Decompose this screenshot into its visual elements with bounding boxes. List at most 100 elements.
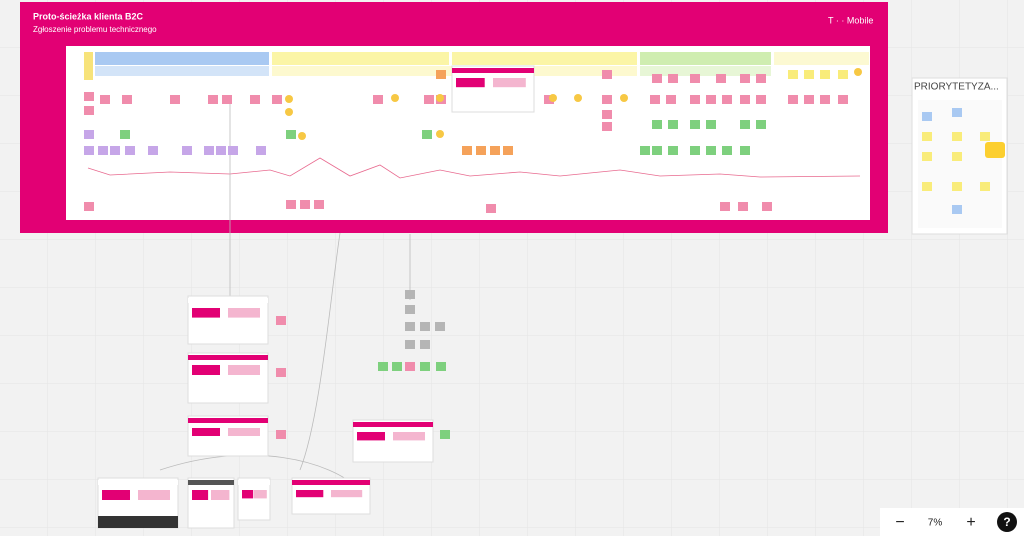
sticky-note bbox=[300, 200, 310, 209]
zoom-in[interactable]: + bbox=[966, 514, 975, 531]
screenshot-block bbox=[211, 490, 230, 500]
screenshot-block bbox=[192, 308, 220, 318]
sticky-note bbox=[602, 122, 612, 131]
stage-header bbox=[774, 52, 869, 65]
screenshot-block bbox=[192, 365, 220, 375]
sticky-note bbox=[922, 152, 932, 161]
sticky-note bbox=[405, 290, 415, 299]
sticky-note bbox=[250, 95, 260, 104]
emoji bbox=[436, 94, 444, 102]
row-label bbox=[84, 52, 93, 80]
sticky-note bbox=[788, 95, 798, 104]
screenshot-block bbox=[242, 490, 254, 499]
sticky-note bbox=[980, 132, 990, 141]
sticky-note bbox=[424, 95, 434, 104]
sticky-note bbox=[272, 95, 282, 104]
sticky-note bbox=[98, 146, 108, 155]
sticky-note bbox=[820, 95, 830, 104]
sticky-note bbox=[120, 130, 130, 139]
zoom-out[interactable]: − bbox=[895, 514, 904, 531]
sticky-note bbox=[228, 146, 238, 155]
sticky-note bbox=[84, 106, 94, 115]
screenshot-block bbox=[192, 490, 209, 500]
screenshot-block bbox=[228, 365, 260, 375]
sticky-note bbox=[122, 95, 132, 104]
sticky-note bbox=[952, 132, 962, 141]
emoji bbox=[298, 132, 306, 140]
screenshot-block bbox=[296, 490, 324, 498]
screenshot-header bbox=[188, 298, 268, 303]
emoji bbox=[285, 95, 293, 103]
help-label: ? bbox=[1003, 515, 1010, 529]
sticky-note bbox=[286, 200, 296, 209]
sticky-note bbox=[84, 146, 94, 155]
sticky-note bbox=[980, 182, 990, 191]
sticky-note bbox=[652, 120, 662, 129]
sticky-note bbox=[420, 340, 430, 349]
sticky-note bbox=[125, 146, 135, 155]
sticky-note bbox=[922, 132, 932, 141]
sticky-note bbox=[392, 362, 402, 371]
sticky-note bbox=[276, 430, 286, 439]
sticky-note bbox=[405, 322, 415, 331]
screenshot-block bbox=[102, 490, 130, 500]
screenshot-header bbox=[188, 480, 234, 485]
stage-header bbox=[640, 52, 771, 65]
connector bbox=[159, 100, 411, 491]
board-title: Proto-ścieżka klienta B2C bbox=[33, 11, 144, 21]
sticky-note bbox=[650, 95, 660, 104]
screenshot bbox=[187, 477, 235, 529]
sticky-note bbox=[405, 305, 415, 314]
sticky-note bbox=[668, 146, 678, 155]
emoji bbox=[436, 130, 444, 138]
screenshot-block bbox=[192, 428, 220, 436]
sticky-note bbox=[422, 130, 432, 139]
screenshot-block bbox=[456, 78, 485, 88]
sticky-note bbox=[420, 322, 430, 331]
board-subtitle: Zgłoszenie problemu technicznego bbox=[33, 25, 157, 34]
sticky-note bbox=[738, 202, 748, 211]
sticky-note bbox=[668, 120, 678, 129]
sticky-note bbox=[640, 146, 650, 155]
screenshot-block bbox=[331, 490, 363, 498]
sticky-note bbox=[405, 340, 415, 349]
sticky-note bbox=[110, 146, 120, 155]
sticky-note bbox=[276, 316, 286, 325]
sticky-note bbox=[436, 70, 446, 79]
sticky-note bbox=[476, 146, 486, 155]
sticky-note bbox=[706, 120, 716, 129]
screenshot-footer bbox=[98, 516, 178, 528]
sticky-note bbox=[952, 182, 962, 191]
sticky-note bbox=[922, 112, 932, 121]
sticky-note bbox=[440, 430, 450, 439]
emoji bbox=[391, 94, 399, 102]
sticky-note bbox=[838, 70, 848, 79]
sticky-note bbox=[84, 202, 94, 211]
sticky-note bbox=[436, 362, 446, 371]
sticky-note bbox=[922, 182, 932, 191]
sticky-note bbox=[373, 95, 383, 104]
screenshot-block bbox=[138, 490, 170, 500]
sticky-note bbox=[952, 152, 962, 161]
screenshot-block bbox=[254, 490, 267, 499]
emoji bbox=[620, 94, 628, 102]
sticky-note bbox=[838, 95, 848, 104]
sticky-note bbox=[804, 70, 814, 79]
sticky-note bbox=[503, 146, 513, 155]
comment-icon[interactable] bbox=[985, 142, 1005, 158]
sticky-note bbox=[762, 202, 772, 211]
sticky-note bbox=[602, 110, 612, 119]
zoom-level[interactable]: 7% bbox=[928, 518, 943, 529]
sticky-note bbox=[84, 130, 94, 139]
sticky-note bbox=[820, 70, 830, 79]
sticky-note bbox=[740, 146, 750, 155]
screenshot-block bbox=[393, 432, 425, 441]
sticky-note bbox=[756, 95, 766, 104]
sticky-note bbox=[652, 146, 662, 155]
sticky-note bbox=[286, 130, 296, 139]
stage-header bbox=[272, 52, 449, 65]
sticky-note bbox=[720, 202, 730, 211]
sticky-note bbox=[544, 95, 554, 104]
help-button[interactable] bbox=[997, 512, 1017, 532]
